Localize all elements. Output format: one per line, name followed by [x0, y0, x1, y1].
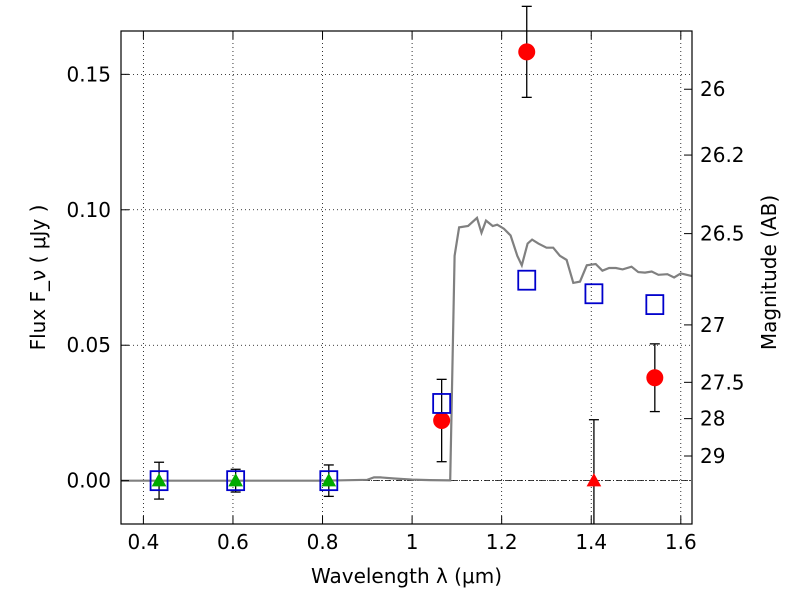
- model-point-square: [226, 470, 246, 492]
- x-tick-label: 1.6: [665, 530, 697, 554]
- right-tick-label: 27: [700, 313, 725, 337]
- data-point-circle: [518, 43, 536, 61]
- x-tick-label: 1.4: [575, 530, 607, 554]
- model-sed-line: [121, 215, 693, 482]
- plot-frame: [120, 30, 693, 525]
- right-tick-label: 26.2: [700, 143, 745, 167]
- model-point-square: [149, 470, 169, 492]
- data-point-triangle: [228, 473, 243, 487]
- right-axis-label: Magnitude (AB): [757, 195, 781, 350]
- y-tick-label: 0.00: [66, 469, 111, 493]
- data-point-triangle: [321, 473, 337, 487]
- axes-box: [120, 30, 693, 525]
- data-markers: [149, 43, 665, 492]
- x-tick-label: 1: [406, 530, 419, 554]
- model-sed-curve: [121, 215, 693, 482]
- grid-lines: [121, 31, 692, 524]
- model-point-square: [584, 283, 604, 305]
- y-tick-label: 0.10: [66, 198, 111, 222]
- y-tick-label: 0.05: [66, 333, 111, 357]
- model-point-square: [645, 294, 665, 315]
- x-tick-label: 0.4: [127, 530, 159, 554]
- right-tick-label: 26: [700, 77, 725, 101]
- right-tick-label: 26.5: [700, 222, 745, 246]
- data-point-triangle: [151, 473, 167, 487]
- right-tick-label: 29: [700, 444, 725, 468]
- model-point-square: [319, 470, 339, 492]
- model-point-square: [517, 269, 537, 291]
- model-point-square: [432, 393, 452, 414]
- x-axis-label: Wavelength λ (μm): [311, 564, 502, 588]
- ticks: 0.4 0.6 0.8 1 1.2 1.4 1.6 0.00 0.05 0.10 0.15 26 26.…: [66, 31, 745, 554]
- y-axis-label: Flux F_ν ( μJy ): [26, 205, 50, 351]
- right-tick-label: 27.5: [700, 370, 745, 394]
- data-point-circle: [433, 412, 451, 430]
- x-tick-label: 0.6: [217, 530, 249, 554]
- axis-labels: Wavelength λ (μm) Flux F_ν ( μJy ) Magni…: [26, 195, 781, 588]
- right-tick-label: 28: [700, 407, 725, 431]
- y-tick-label: 0.15: [66, 62, 111, 86]
- x-tick-label: 0.8: [307, 530, 339, 554]
- data-point-triangle: [586, 473, 602, 487]
- error-bars: [154, 5, 660, 524]
- x-tick-label: 1.2: [486, 530, 518, 554]
- data-point-circle: [646, 369, 664, 387]
